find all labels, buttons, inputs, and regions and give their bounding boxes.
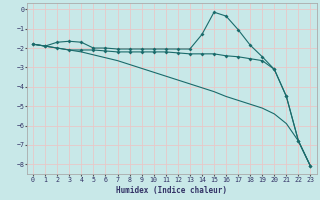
X-axis label: Humidex (Indice chaleur): Humidex (Indice chaleur) <box>116 186 227 195</box>
